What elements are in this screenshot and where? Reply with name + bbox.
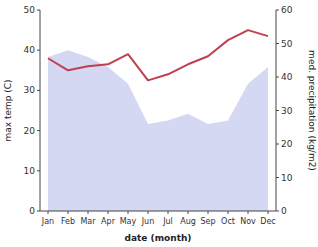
y-tick-label: 50: [24, 5, 36, 15]
y2-tick-label: 0: [281, 206, 287, 216]
y-tick-label: 30: [24, 85, 36, 95]
y2-tick: [276, 211, 279, 212]
y2-tick-label: 40: [281, 72, 293, 82]
y-tick: [37, 90, 40, 91]
x-tick: [68, 211, 69, 214]
y-tick: [37, 211, 40, 212]
chart: 0 10 20 30 40 50 0 10 20 30 40 50 60 Jan Feb Mar Apr May J…: [0, 0, 318, 247]
x-tick-label: Nov: [240, 217, 256, 226]
y2-tick: [276, 10, 279, 11]
x-tick-label: Jun: [141, 217, 155, 226]
x-tick: [188, 211, 189, 214]
y-tick-label: 10: [24, 166, 36, 176]
x-tick: [128, 211, 129, 214]
y2-tick: [276, 77, 279, 78]
x-tick-label: Mar: [80, 217, 96, 226]
y-axis-label: max temp (C): [3, 79, 13, 141]
x-tick-label: May: [120, 217, 137, 226]
x-tick-label: Jul: [162, 217, 173, 226]
y2-tick-label: 30: [281, 106, 293, 116]
x-tick: [268, 211, 269, 214]
x-tick-label: Dec: [260, 217, 275, 226]
x-tick: [168, 211, 169, 214]
x-tick: [248, 211, 249, 214]
x-tick-label: Feb: [61, 217, 75, 226]
x-tick: [228, 211, 229, 214]
y2-tick: [276, 43, 279, 44]
x-tick: [48, 211, 49, 214]
y-tick: [37, 130, 40, 131]
x-tick: [108, 211, 109, 214]
temp-line: [48, 30, 268, 80]
x-tick: [208, 211, 209, 214]
x-tick-label: Aug: [180, 217, 196, 226]
x-tick: [148, 211, 149, 214]
x-tick-label: Sep: [200, 217, 215, 226]
x-tick-label: Oct: [221, 217, 235, 226]
y2-axis-label: med. precipitation (kg/m2): [307, 50, 317, 171]
y-tick-label: 40: [24, 45, 36, 55]
y2-tick: [276, 110, 279, 111]
y-tick: [37, 10, 40, 11]
y-tick-label: 0: [29, 206, 35, 216]
x-tick-label: Apr: [101, 217, 116, 226]
y2-tick: [276, 177, 279, 178]
y-axis-line: [40, 10, 41, 211]
y2-tick-label: 20: [281, 139, 293, 149]
x-tick: [88, 211, 89, 214]
y-tick: [37, 170, 40, 171]
x-axis-line: [40, 211, 276, 212]
precip-area: [48, 50, 268, 211]
y2-tick-label: 60: [281, 5, 293, 15]
y2-tick-label: 10: [281, 173, 293, 183]
y-tick: [37, 50, 40, 51]
y2-tick-label: 50: [281, 39, 293, 49]
x-tick-label: Jan: [41, 217, 54, 226]
x-axis-label: date (month): [125, 233, 192, 243]
y2-tick: [276, 144, 279, 145]
y-tick-label: 20: [24, 126, 36, 136]
plot-area: [48, 30, 268, 211]
